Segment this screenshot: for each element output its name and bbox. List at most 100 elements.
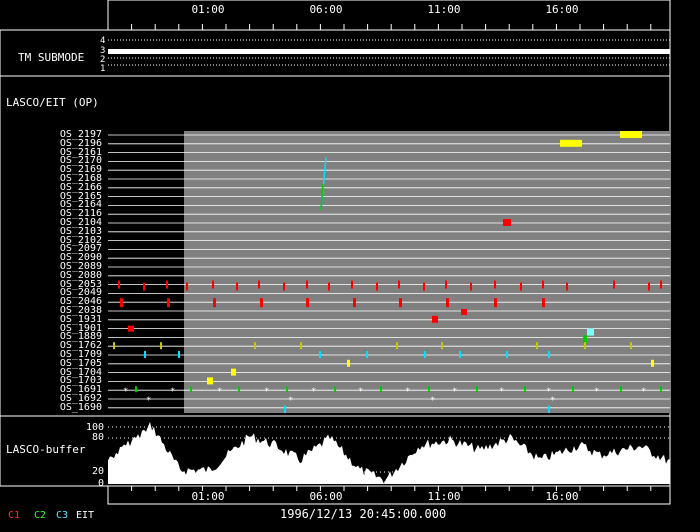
- footer-datetime: 1996/12/13 20:45:00.000: [280, 507, 447, 521]
- c2-tick-mark: [536, 342, 538, 350]
- c1-event-mark: [503, 219, 511, 226]
- os-row-label: OS_1692: [59, 393, 102, 404]
- tm-submode-level-bar: [108, 49, 670, 54]
- os-row-label: OS_1901: [59, 322, 102, 334]
- c3-event-mark: [284, 405, 286, 413]
- c1-event-mark: [446, 298, 449, 308]
- os-row-label: OS_2197: [59, 129, 102, 140]
- os-row-label: OS_1703: [59, 375, 102, 387]
- yellow-block: [347, 359, 350, 367]
- axis-ticks: [107, 24, 652, 491]
- c1-event-mark: [376, 282, 378, 291]
- c3-event-mark: [366, 351, 368, 358]
- c1-event-mark: [213, 298, 216, 308]
- top-time-label: 11:00: [427, 3, 461, 16]
- c1-event-mark: [445, 280, 447, 289]
- buffer-tick-20: 20: [92, 466, 105, 477]
- yellow-block: [620, 131, 642, 138]
- buffer-area: [108, 422, 670, 484]
- os-row-label: OS_2164: [59, 199, 102, 211]
- c1-event-mark: [660, 280, 662, 289]
- bottom-time-label: 16:00: [545, 490, 579, 503]
- c1-event-mark: [542, 298, 545, 308]
- yellow-block: [231, 368, 236, 376]
- buffer-tick-0: 0: [98, 478, 105, 489]
- c1-event-mark: [328, 282, 330, 291]
- tm-submode-dots: [108, 39, 670, 66]
- eit-star-mark: *: [311, 387, 316, 397]
- top-time-label: 16:00: [545, 3, 579, 16]
- c1-event-mark: [461, 309, 467, 315]
- eit-star-mark: *: [546, 387, 551, 397]
- eit-star-mark: *: [594, 387, 599, 397]
- c1-event-mark: [260, 298, 263, 308]
- c1-event-mark: [120, 298, 123, 308]
- bottom-axis-frame: [107, 485, 671, 505]
- tm-level-2: 2: [100, 55, 106, 65]
- c1-event-mark: [128, 325, 134, 332]
- c3-event-mark: [424, 351, 426, 358]
- c2-tick-mark: [300, 342, 302, 350]
- tm-level-4: 4: [100, 36, 106, 46]
- eit-star-mark: *: [641, 387, 646, 397]
- c3-event-mark: [319, 351, 321, 358]
- c2-tick-mark: [441, 342, 443, 350]
- legend-eit: EIT: [76, 510, 95, 521]
- c2-event-mark: [524, 386, 526, 393]
- eit-star-mark: *: [499, 387, 504, 397]
- c1-event-mark: [186, 282, 188, 291]
- eit-star-mark: *: [550, 396, 555, 406]
- c2-event-mark: [476, 386, 478, 393]
- yellow-block: [207, 377, 213, 385]
- c2-event-mark: [135, 386, 137, 393]
- os-row-label: OS_1691: [59, 384, 102, 396]
- c1-event-mark: [494, 280, 496, 289]
- os-row-label: OS_2089: [59, 261, 102, 272]
- c2-tick-mark: [396, 342, 398, 350]
- os-row-label: OS_1931: [59, 313, 102, 325]
- os-row-label: OS_2196: [59, 137, 102, 149]
- c2-event-mark: [286, 386, 288, 393]
- c3-event-mark: [587, 328, 594, 336]
- os-row-label: OS_1705: [59, 357, 102, 369]
- eit-star-mark: *: [170, 387, 175, 397]
- eit-star-mark: *: [146, 396, 151, 406]
- eit-star-mark: *: [430, 396, 435, 406]
- os-row-label: OS_1709: [59, 349, 102, 360]
- c3-event-mark: [548, 405, 550, 413]
- c3-event-mark: [178, 351, 180, 358]
- os-row-label: OS_2161: [59, 146, 102, 158]
- eit-star-mark: *: [452, 387, 457, 397]
- top-axis-frame: [107, 0, 671, 31]
- buffer-tick-80: 80: [92, 432, 105, 443]
- c2-event-line: [320, 183, 324, 211]
- os-row-lines: [108, 134, 670, 409]
- os-row-label: OS_2053: [59, 278, 102, 290]
- c1-event-mark: [648, 282, 650, 291]
- c1-event-mark: [542, 280, 544, 289]
- eit-star-mark: *: [264, 387, 269, 397]
- c1-event-mark: [566, 282, 568, 291]
- top-time-label: 06:00: [309, 3, 343, 16]
- os-row-label: OS_2080: [59, 269, 102, 281]
- top-time-label: 01:00: [191, 3, 225, 16]
- os-row-label: OS_2166: [59, 181, 102, 193]
- os-row-label: OS_2165: [59, 190, 102, 202]
- c2-event-mark: [380, 386, 382, 393]
- lasco-buffer-label: LASCO-buffer: [6, 443, 86, 456]
- c3-event-mark: [506, 351, 508, 358]
- eit-star-mark: *: [217, 387, 222, 397]
- tm-level-3: 3: [100, 46, 106, 56]
- c3-event-mark: [459, 351, 461, 358]
- os-row-label: OS_1889: [59, 331, 102, 343]
- c2-event-mark: [428, 386, 430, 393]
- tm-level-1: 1: [100, 64, 106, 74]
- event-marks: * * * * * * * * * * * ** * * *: [113, 131, 662, 413]
- c1-event-mark: [494, 298, 497, 308]
- lasco-eit-label: LASCO/EIT (OP): [6, 96, 99, 109]
- os-row-label: OS_2097: [59, 243, 102, 255]
- c1-event-mark: [470, 282, 472, 291]
- c2-tick-mark: [584, 342, 586, 350]
- os-row-label: OS_1690: [59, 401, 102, 413]
